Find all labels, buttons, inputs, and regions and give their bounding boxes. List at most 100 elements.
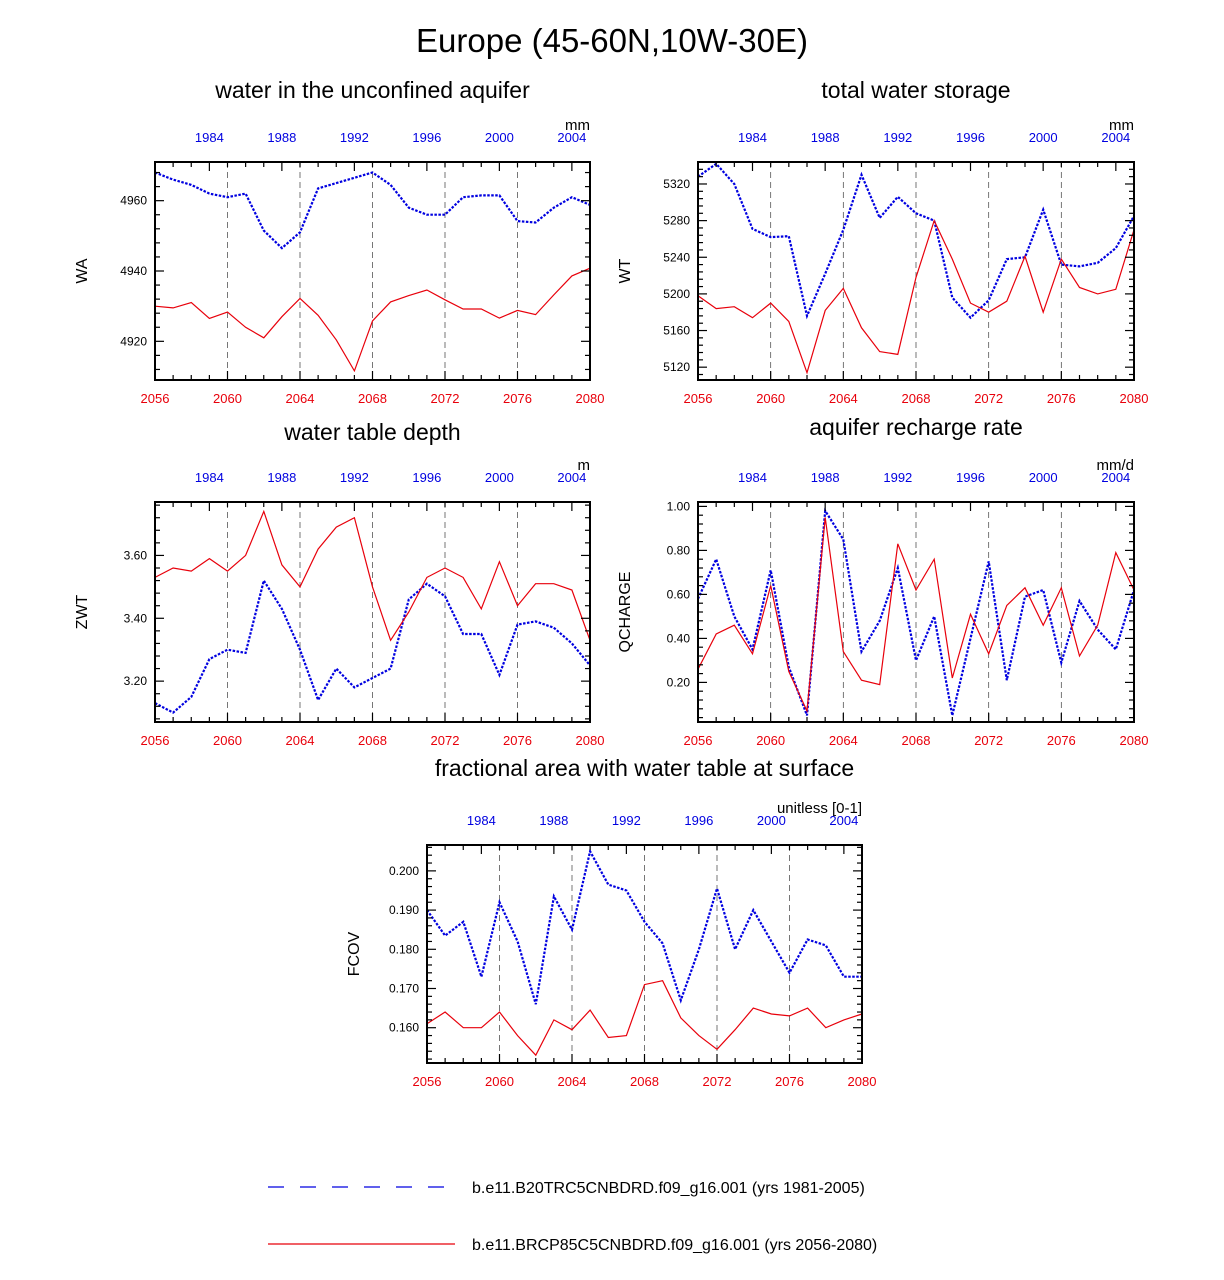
y-tick-label: 0.80 (667, 543, 691, 557)
x-top-tick-label: 1988 (811, 130, 840, 145)
x-top-tick-label: 1988 (267, 470, 296, 485)
x-bottom-tick-label: 2064 (829, 733, 858, 748)
x-bottom-tick-label: 2060 (213, 733, 242, 748)
x-top-tick-label: 1984 (467, 813, 496, 828)
panel-wa: water in the unconfined aquifer mm WA 2056 2… (74, 77, 604, 406)
series-line-historical (426, 848, 862, 1005)
x-bottom-tick-label: 2060 (756, 391, 785, 406)
x-top-tick-label: 1992 (883, 470, 912, 485)
x-top-tick-label: 1996 (412, 470, 441, 485)
x-bottom-tick-label: 2060 (485, 1074, 514, 1089)
panel-title: aquifer recharge rate (809, 414, 1023, 440)
y-tick-label: 0.170 (389, 982, 419, 996)
x-bottom-tick-label: 2080 (576, 733, 605, 748)
x-bottom-tick-label: 2064 (286, 391, 315, 406)
x-bottom-tick-label: 2060 (213, 391, 242, 406)
x-bottom-tick-label: 2064 (286, 733, 315, 748)
x-bottom-tick-label: 2076 (1047, 391, 1076, 406)
x-bottom-tick-label: 2076 (503, 391, 532, 406)
units-label: mm (1109, 117, 1134, 134)
y-axis-label: WA (74, 258, 91, 284)
x-top-tick-label: 2004 (557, 130, 586, 145)
series-line-historical (697, 162, 1135, 320)
x-bottom-tick-label: 2068 (902, 391, 931, 406)
x-top-tick-label: 2000 (1029, 130, 1058, 145)
x-bottom-tick-label: 2060 (756, 733, 785, 748)
x-bottom-tick-label: 2072 (974, 391, 1003, 406)
x-bottom-tick-label: 2056 (684, 733, 713, 748)
x-bottom-tick-label: 2056 (684, 391, 713, 406)
panel-fcov: fractional area with water table at surf… (346, 755, 876, 1089)
x-top-tick-label: 2004 (829, 813, 858, 828)
units-label: m (578, 457, 591, 474)
x-bottom-tick-label: 2076 (503, 733, 532, 748)
panel-title: fractional area with water table at surf… (435, 755, 854, 781)
x-top-tick-label: 2004 (1101, 470, 1130, 485)
y-axis-label: ZWT (74, 594, 91, 629)
x-top-tick-label: 1996 (956, 470, 985, 485)
series-line-historical (154, 171, 591, 250)
y-axis-label: QCHARGE (617, 572, 634, 653)
x-top-tick-label: 1984 (195, 130, 224, 145)
x-top-tick-label: 1988 (267, 130, 296, 145)
y-tick-label: 0.20 (667, 675, 691, 689)
x-top-tick-label: 1984 (738, 470, 767, 485)
x-top-tick-label: 1988 (811, 470, 840, 485)
x-top-tick-label: 1996 (684, 813, 713, 828)
panel-title: water table depth (283, 419, 460, 445)
x-bottom-tick-label: 2080 (848, 1074, 877, 1089)
y-tick-label: 5120 (663, 360, 690, 374)
units-label: unitless [0-1] (777, 800, 862, 817)
y-tick-label: 4960 (120, 194, 147, 208)
y-tick-label: 3.40 (124, 611, 148, 625)
x-top-tick-label: 2004 (557, 470, 586, 485)
series-line-rcp85 (697, 517, 1135, 714)
figure-title: Europe (45-60N,10W-30E) (416, 22, 808, 59)
x-bottom-tick-label: 2068 (902, 733, 931, 748)
x-top-tick-label: 2000 (485, 470, 514, 485)
x-bottom-tick-label: 2056 (413, 1074, 442, 1089)
series-line-rcp85 (697, 218, 1135, 375)
x-bottom-tick-label: 2076 (1047, 733, 1076, 748)
panel-zwt: water table depth m ZWT 2056 2060 2064 2068 207… (74, 419, 604, 748)
series-line-rcp85 (154, 267, 591, 373)
x-top-tick-label: 2000 (1029, 470, 1058, 485)
x-top-tick-label: 1996 (412, 130, 441, 145)
y-tick-label: 5240 (663, 250, 690, 264)
y-tick-label: 3.60 (124, 548, 148, 562)
x-top-tick-label: 1992 (883, 130, 912, 145)
x-top-tick-label: 1988 (539, 813, 568, 828)
units-label: mm/d (1097, 457, 1135, 474)
x-top-tick-label: 2000 (485, 130, 514, 145)
y-tick-label: 0.60 (667, 587, 691, 601)
y-tick-label: 0.180 (389, 942, 419, 956)
panels: water in the unconfined aquifer mm WA 2056 2… (74, 77, 1148, 1089)
x-bottom-tick-label: 2068 (358, 733, 387, 748)
x-bottom-tick-label: 2056 (141, 391, 170, 406)
y-tick-label: 5200 (663, 287, 690, 301)
y-tick-label: 0.160 (389, 1021, 419, 1035)
y-tick-label: 0.200 (389, 864, 419, 878)
x-top-tick-label: 1992 (612, 813, 641, 828)
legend-label-0: b.e11.B20TRC5CNBDRD.f09_g16.001 (yrs 198… (472, 1180, 865, 1197)
x-top-tick-label: 1984 (195, 470, 224, 485)
x-top-tick-label: 1992 (340, 470, 369, 485)
y-tick-label: 4920 (120, 334, 147, 348)
series-line-historical (697, 507, 1136, 716)
x-bottom-tick-label: 2068 (358, 391, 387, 406)
x-top-tick-label: 2004 (1101, 130, 1130, 145)
y-tick-label: 0.40 (667, 631, 691, 645)
legend-label-1: b.e11.BRCP85C5CNBDRD.f09_g16.001 (yrs 20… (472, 1237, 877, 1254)
x-bottom-tick-label: 2064 (829, 391, 858, 406)
panel-title: total water storage (821, 77, 1010, 103)
y-axis-label: FCOV (346, 931, 363, 976)
y-tick-label: 5280 (663, 214, 690, 228)
x-top-tick-label: 1992 (340, 130, 369, 145)
x-bottom-tick-label: 2080 (1120, 391, 1149, 406)
x-bottom-tick-label: 2072 (431, 733, 460, 748)
x-bottom-tick-label: 2072 (703, 1074, 732, 1089)
x-bottom-tick-label: 2068 (630, 1074, 659, 1089)
y-tick-label: 1.00 (667, 499, 691, 513)
legend: b.e11.B20TRC5CNBDRD.f09_g16.001 (yrs 198… (268, 1180, 877, 1254)
